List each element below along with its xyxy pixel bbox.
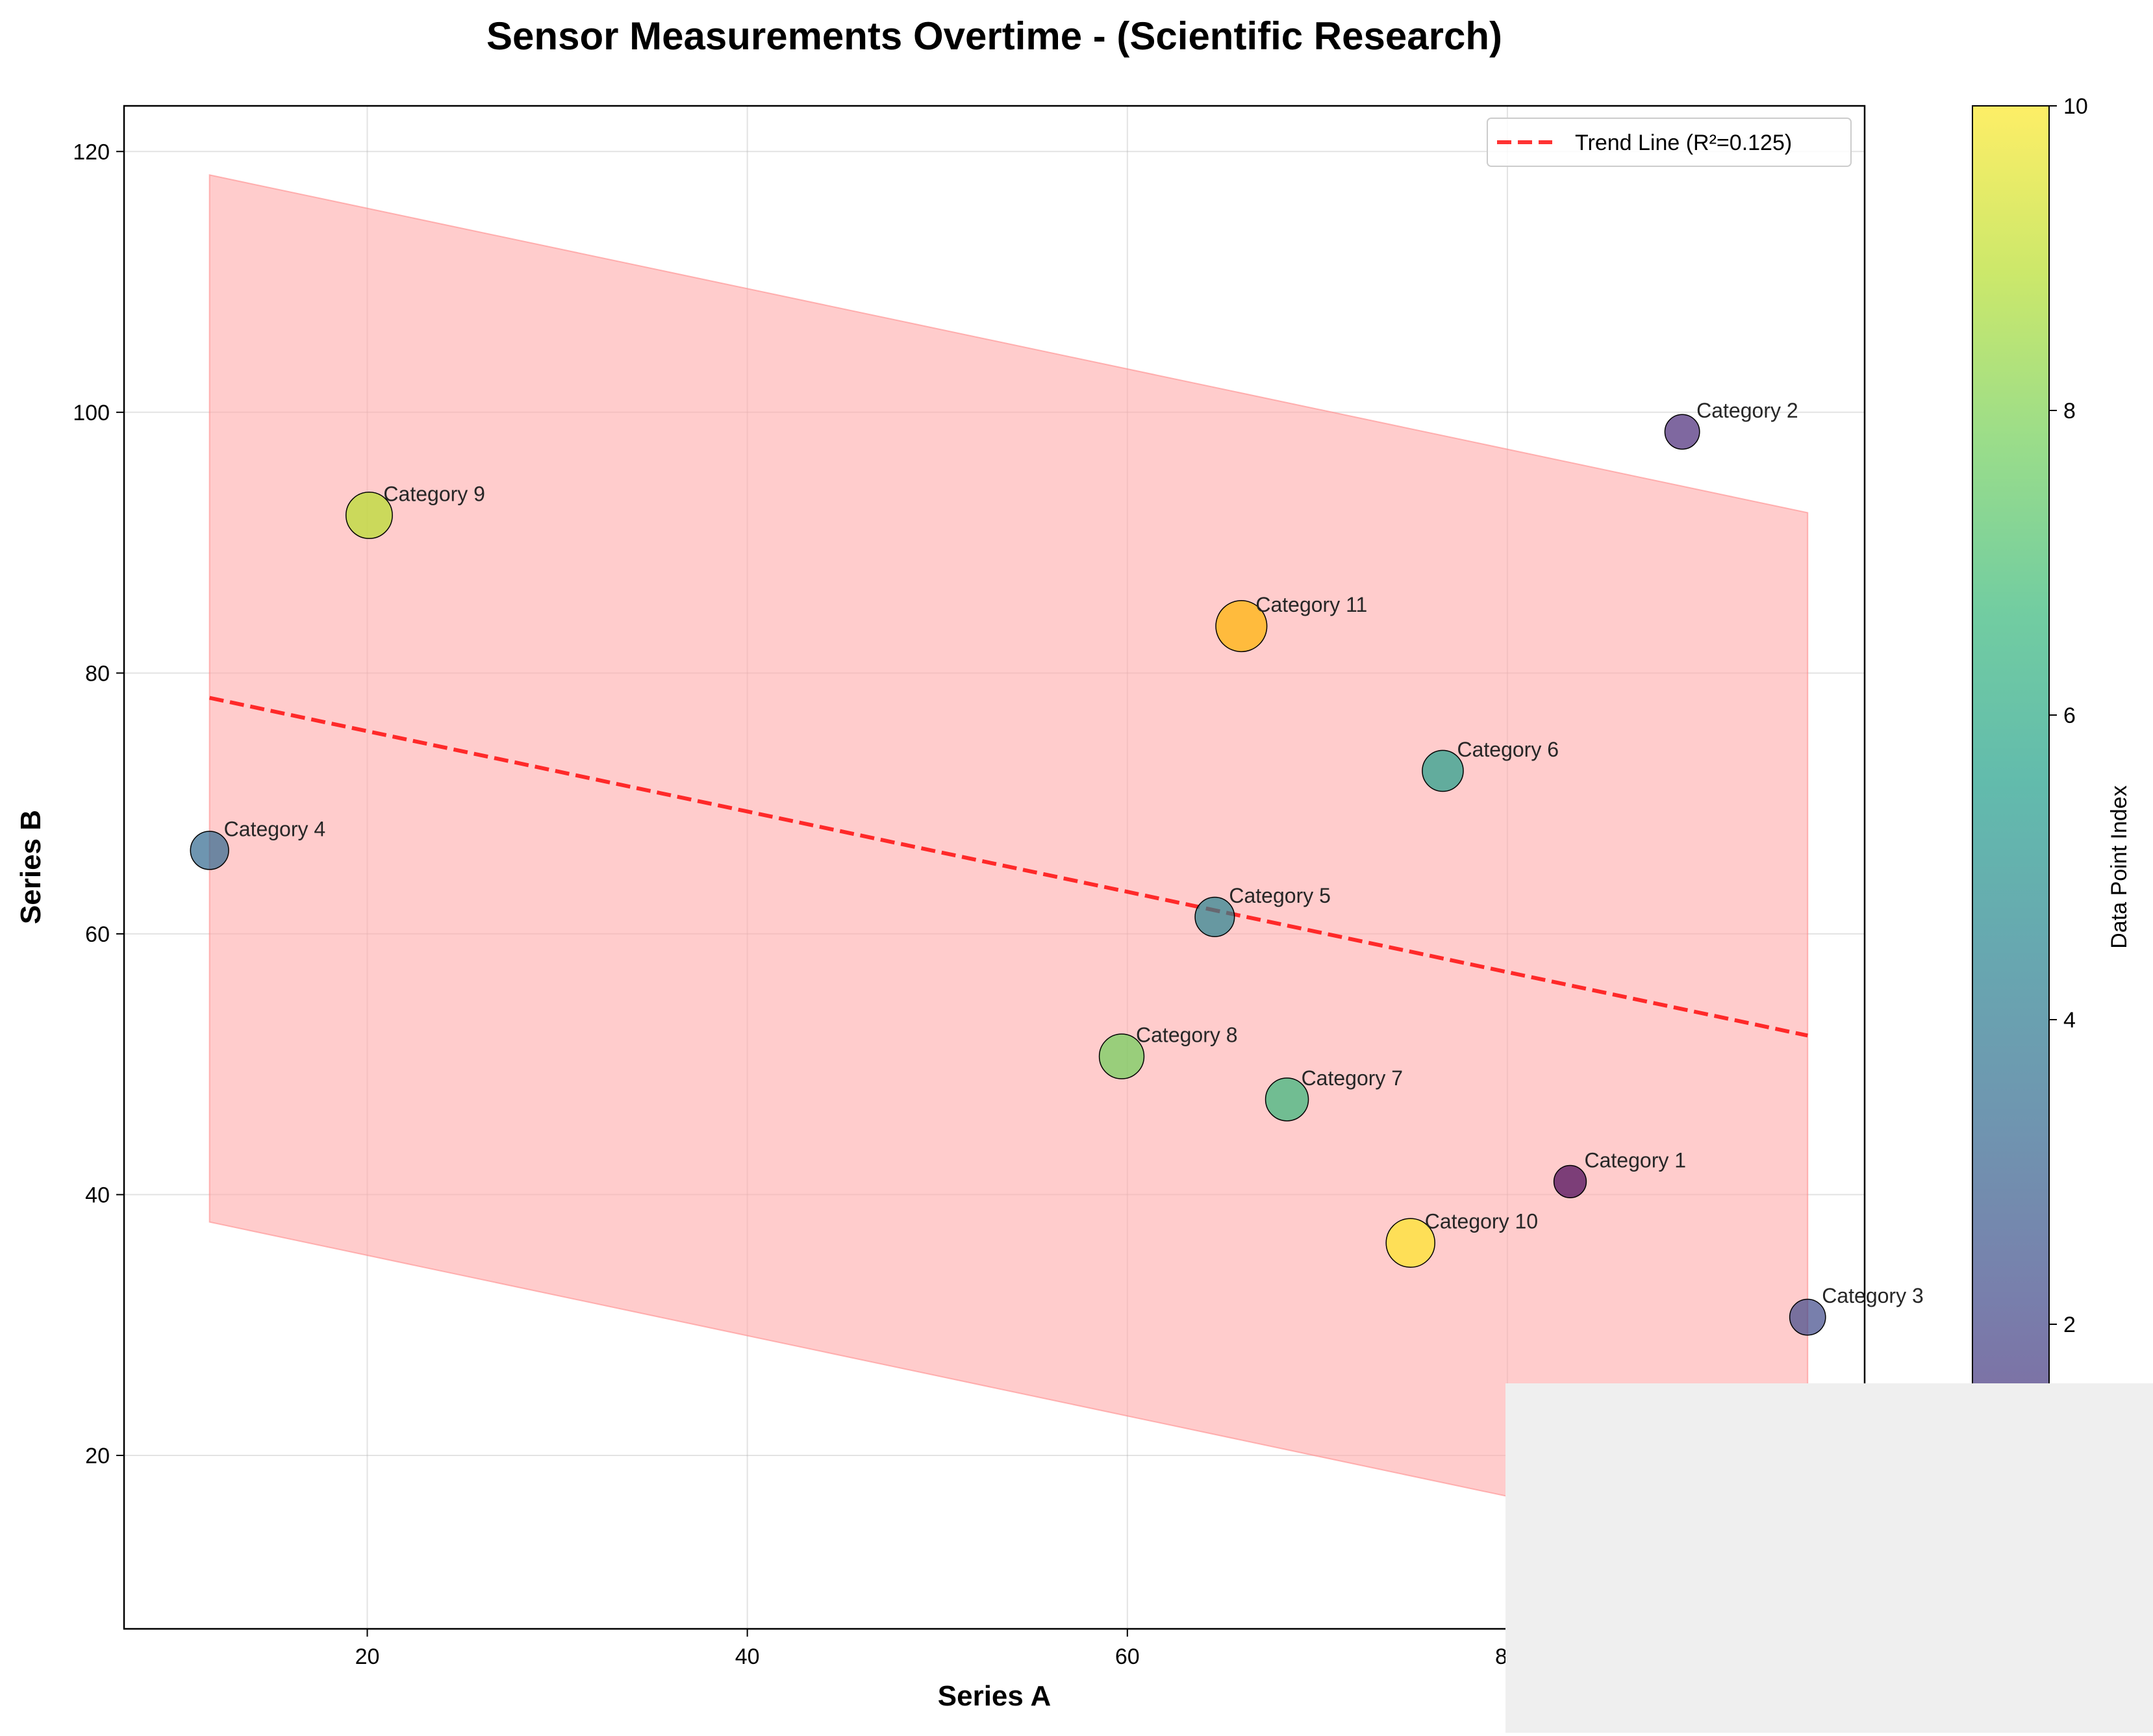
y-axis-ticks: 20 40 60 80 100 120 <box>73 140 124 1468</box>
point-label: Category 8 <box>1136 1024 1238 1047</box>
data-point <box>345 491 393 539</box>
colorbar-label: Data Point Index <box>2107 785 2132 948</box>
colorbar-tick-label: 2 <box>2063 1313 2076 1337</box>
point-label: Category 9 <box>383 482 485 505</box>
legend-box <box>1487 118 1852 167</box>
point-label: Category 2 <box>1696 399 1798 422</box>
colorbar-ticks: 2 4 6 8 10 <box>2049 94 2088 1337</box>
point-label: Category 7 <box>1302 1066 1404 1090</box>
x-tick-label: 20 <box>355 1644 380 1669</box>
legend: Trend Line (R²=0.125) <box>1487 118 1852 167</box>
data-point <box>1098 1033 1145 1079</box>
data-point <box>1553 1164 1587 1199</box>
data-point <box>1789 1298 1826 1336</box>
trend-line-group <box>209 696 1808 1038</box>
point-label: Category 6 <box>1457 738 1559 761</box>
y-tick-label: 20 <box>85 1444 110 1468</box>
colorbar-tick-label: 10 <box>2063 94 2088 119</box>
data-points: Category 1 Category 2 Category 3 Category 4… <box>190 399 1924 1336</box>
y-tick-label: 60 <box>85 922 110 947</box>
chart-title: Sensor Measurements Overtime - (Scientif… <box>486 14 1502 58</box>
colorbar-tick-label: 6 <box>2063 703 2076 728</box>
y-tick-label: 120 <box>73 140 110 164</box>
data-point <box>1664 414 1700 450</box>
x-tick-label: 60 <box>1115 1644 1140 1669</box>
y-tick-label: 80 <box>85 661 110 686</box>
data-point <box>1215 600 1268 653</box>
data-point <box>1265 1077 1309 1122</box>
data-point <box>190 831 229 870</box>
y-tick-label: 40 <box>85 1183 110 1207</box>
legend-trend-label: Trend Line (R²=0.125) <box>1575 131 1792 155</box>
x-tick-label: 40 <box>735 1644 760 1669</box>
point-label: Category 1 <box>1585 1148 1687 1172</box>
point-label: Category 3 <box>1822 1284 1924 1307</box>
colorbar: 2 4 6 8 10 Data Point Index <box>1972 94 2132 1629</box>
x-axis-label: Series A <box>938 1680 1051 1712</box>
data-point <box>1385 1218 1435 1268</box>
trend-line <box>209 696 1808 1038</box>
y-axis-label: Series B <box>15 810 47 924</box>
point-label: Category 10 <box>1425 1210 1538 1233</box>
colorbar-tick-label: 8 <box>2063 399 2076 423</box>
colorbar-gradient <box>1972 105 2050 1629</box>
plot-frame <box>123 105 1866 1630</box>
point-label: Category 4 <box>224 817 326 840</box>
colorbar-tick-label: 4 <box>2063 1008 2076 1033</box>
data-point <box>1194 896 1235 937</box>
point-label: Category 5 <box>1229 884 1331 907</box>
point-label: Category 11 <box>1255 593 1367 616</box>
occluding-overlay <box>1505 1383 2153 1733</box>
data-point <box>1422 749 1464 792</box>
y-tick-label: 100 <box>73 401 110 425</box>
